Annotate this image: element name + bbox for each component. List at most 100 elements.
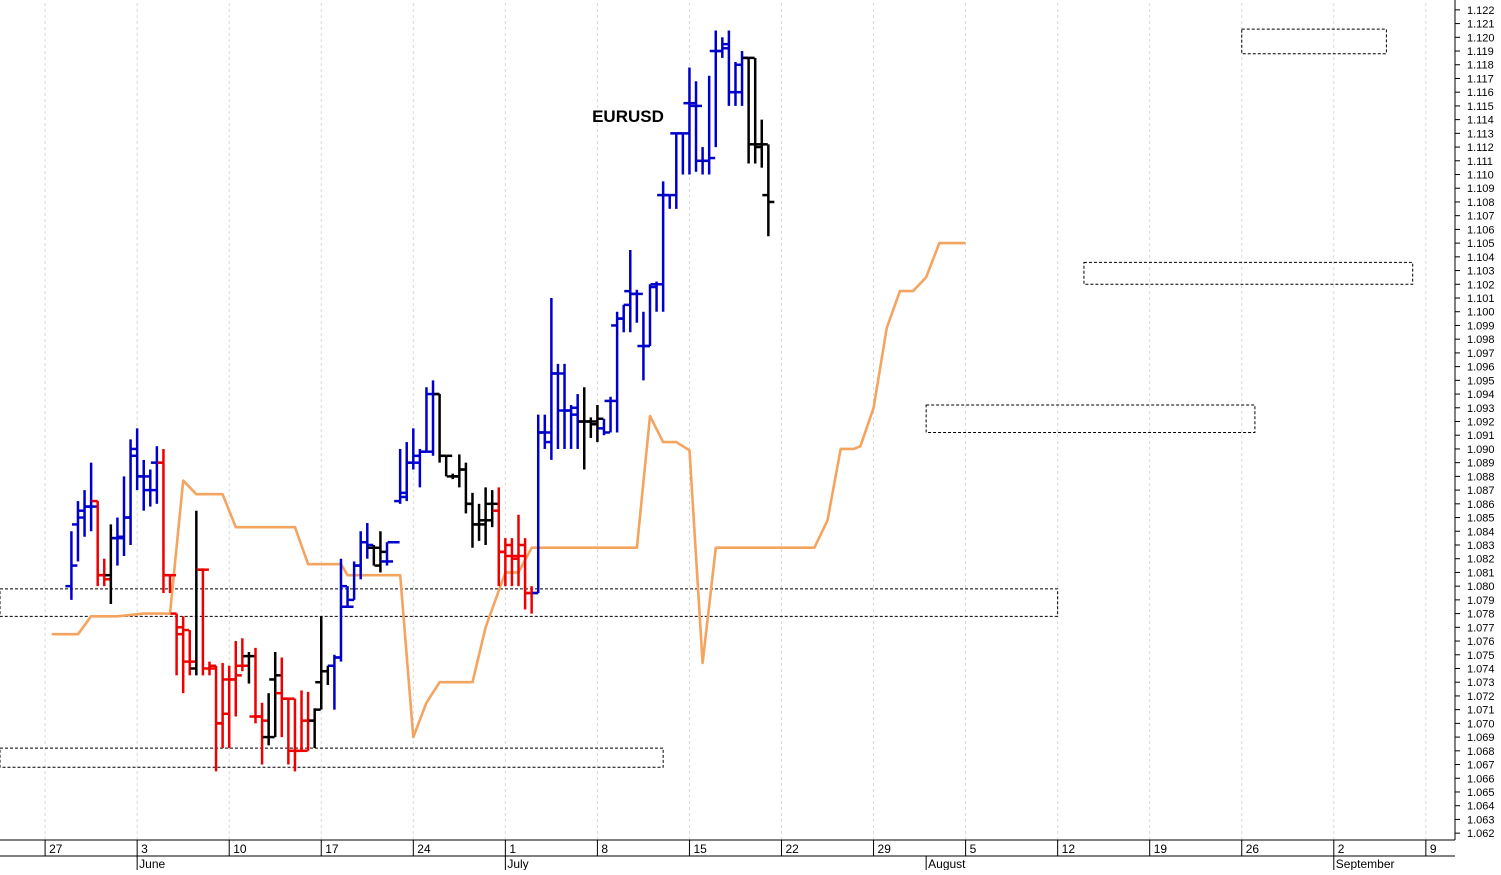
x-tick-label: 22 (786, 842, 800, 856)
ohlc-bar (505, 538, 518, 587)
y-tick-label: 1.105 (1467, 238, 1495, 250)
grid (44, 3, 1427, 840)
dashed-box (1241, 28, 1387, 55)
dashed-box (925, 404, 1256, 433)
ohlc-bar (111, 517, 124, 566)
x-tick-label: 24 (417, 842, 431, 856)
y-tick-label: 1.120 (1467, 32, 1495, 44)
ohlc-bar (367, 544, 380, 566)
ohlc-bar (486, 490, 499, 528)
ohlc-bar (597, 418, 610, 436)
ohlc-bar (742, 56, 755, 164)
y-tick-label: 1.064 (1467, 801, 1495, 813)
ohlc-bar (644, 284, 656, 348)
y-tick-label: 1.074 (1467, 663, 1495, 675)
ohlc-bar (650, 281, 663, 312)
ohlc-bar (381, 542, 393, 566)
x-tick-label: 2 (1338, 842, 1345, 856)
ohlc-bar (295, 690, 308, 753)
y-tick-label: 1.066 (1467, 773, 1495, 785)
y-tick-label: 1.092 (1467, 417, 1495, 429)
y-tick-label: 1.107 (1467, 211, 1495, 223)
y-tick-label: 1.068 (1467, 746, 1495, 758)
y-tick-label: 1.108 (1467, 197, 1495, 209)
ohlc-bar (749, 57, 762, 164)
ohlc-bar (98, 558, 111, 587)
ohlc-bar (716, 37, 729, 58)
y-tick-label: 1.082 (1467, 554, 1495, 566)
ohlc-bar (334, 558, 347, 662)
chart-title: EURUSD (592, 107, 664, 126)
y-tick-label: 1.081 (1467, 567, 1495, 579)
ohlc-bar (565, 405, 578, 449)
ohlc-bar (407, 428, 420, 470)
y-tick-label: 1.093 (1467, 403, 1495, 415)
ohlc-bar (308, 708, 321, 749)
ohlc-bar (473, 503, 486, 541)
dashed-box (0, 588, 1059, 617)
y-tick-label: 1.063 (1467, 814, 1495, 826)
ohlc-bar (420, 387, 433, 453)
ohlc-bar (690, 81, 703, 172)
y-tick-label: 1.062 (1467, 828, 1495, 840)
indicator-series-line (51, 241, 966, 739)
y-tick-label: 1.087 (1467, 485, 1495, 497)
ohlc-bar (170, 612, 183, 676)
ohlc-bar (85, 462, 98, 532)
y-tick-label: 1.101 (1467, 293, 1495, 305)
month-label: June (139, 857, 165, 870)
ohlc-bar (499, 538, 512, 587)
y-tick-label: 1.098 (1467, 334, 1495, 346)
ohlc-bar (755, 119, 768, 168)
ohlc-bar (341, 586, 354, 608)
x-tick-label: 27 (49, 842, 63, 856)
ohlc-bar (242, 652, 255, 684)
y-tick-label: 1.085 (1467, 513, 1495, 525)
y-tick-label: 1.099 (1467, 320, 1495, 332)
ohlc-bar (269, 652, 282, 738)
ohlc-bar (144, 469, 157, 507)
ohlc-bar (262, 693, 275, 746)
x-tick-label: 26 (1246, 842, 1260, 856)
y-tick-label: 1.115 (1467, 101, 1494, 113)
ohlc-bar (374, 531, 387, 573)
y-tick-label: 1.077 (1467, 622, 1495, 634)
y-tick-label: 1.103 (1467, 266, 1495, 278)
x-tick-label: 9 (1430, 842, 1437, 856)
y-tick-label: 1.122 (1467, 5, 1495, 17)
ohlc-bar (361, 523, 374, 559)
y-tick-label: 1.071 (1467, 705, 1495, 717)
y-tick-label: 1.114 (1467, 115, 1494, 127)
x-tick-label: 17 (325, 842, 339, 856)
ohlc-bar (164, 573, 177, 594)
y-tick-label: 1.086 (1467, 499, 1495, 511)
ohlc-bar (216, 662, 229, 749)
month-label: September (1336, 857, 1395, 870)
y-tick-label: 1.089 (1467, 458, 1495, 470)
price-bars (65, 30, 775, 772)
ohlc-bar (183, 630, 196, 676)
y-tick-label: 1.097 (1467, 348, 1495, 360)
y-tick-label: 1.072 (1467, 691, 1495, 703)
y-tick-label: 1.094 (1467, 389, 1495, 401)
ohlc-bar (762, 144, 775, 237)
ohlc-bar (703, 75, 716, 175)
ohlc-bar (551, 363, 564, 449)
y-tick-label: 1.095 (1467, 375, 1495, 387)
ohlc-bar (124, 439, 137, 545)
ohlc-bar (512, 514, 525, 587)
y-tick-label: 1.112 (1467, 142, 1494, 154)
ohlc-bar (683, 67, 696, 175)
y-tick-label: 1.113 (1467, 128, 1494, 140)
ohlc-bar (71, 501, 84, 562)
ohlc-bar (196, 568, 209, 676)
ohlc-bar (440, 454, 453, 477)
x-tick-label: 8 (601, 842, 608, 856)
y-tick-label: 1.083 (1467, 540, 1495, 552)
dashed-box (1083, 261, 1414, 285)
x-tick-label: 5 (970, 842, 977, 856)
y-tick-label: 1.119 (1467, 46, 1494, 58)
